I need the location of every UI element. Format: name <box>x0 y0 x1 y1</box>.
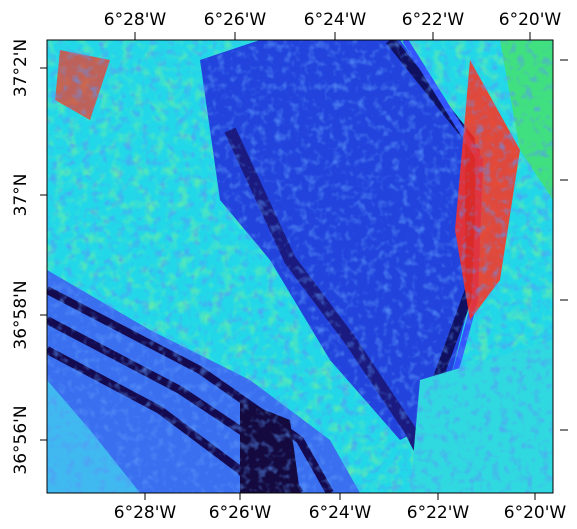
bottom-tick-label: 6°22'W <box>407 503 470 523</box>
top-tick-label: 6°24'W <box>304 10 367 30</box>
top-tick-label: 6°20'W <box>499 10 562 30</box>
top-tick-label: 6°26'W <box>204 10 267 30</box>
bottom-tick-label: 6°28'W <box>114 503 177 523</box>
top-tick-label: 6°28'W <box>104 10 167 30</box>
top-tick-label: 6°22'W <box>402 10 465 30</box>
left-tick-label: 37°2'N <box>11 39 31 97</box>
bottom-tick-label: 6°24'W <box>309 503 372 523</box>
map-view: 6°28'W 6°26'W 6°24'W 6°22'W 6°20'W 6°28'… <box>0 0 577 529</box>
left-tick-label: 36°58'N <box>11 280 31 349</box>
left-tick-label: 36°56'N <box>11 405 31 474</box>
bottom-tick-label: 6°20'W <box>504 503 567 523</box>
left-tick-label: 37°N <box>11 174 31 217</box>
bottom-tick-label: 6°26'W <box>209 503 272 523</box>
raster <box>47 40 553 493</box>
